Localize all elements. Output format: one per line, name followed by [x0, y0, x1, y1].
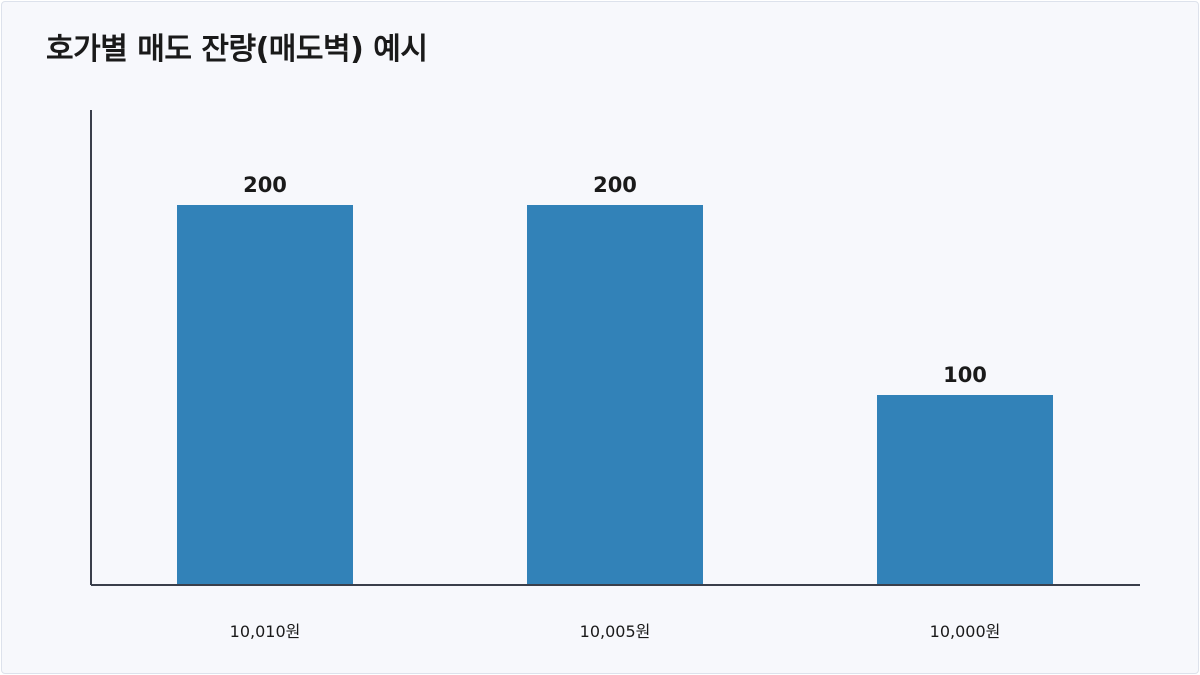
chart-title: 호가별 매도 잔량(매도벽) 예시 [46, 32, 428, 67]
data-label-0: 200 [243, 173, 287, 197]
x-tick-label-1: 10,005원 [580, 622, 651, 641]
bars-layer [177, 205, 1053, 585]
data-label-1: 200 [593, 173, 637, 197]
labels-layer: 200 10,010원 200 10,005원 100 10,000원 [230, 173, 1001, 641]
bar-0 [177, 205, 353, 585]
data-label-2: 100 [943, 363, 987, 387]
bar-1 [527, 205, 703, 585]
x-tick-label-0: 10,010원 [230, 622, 301, 641]
x-tick-label-2: 10,000원 [930, 622, 1001, 641]
bar-2 [877, 395, 1053, 585]
